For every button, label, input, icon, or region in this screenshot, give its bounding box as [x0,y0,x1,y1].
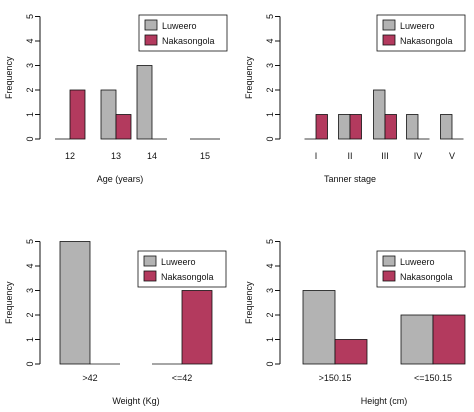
legend: Luweero Nakasongola [376,14,466,52]
legend-swatch-nakasongola [143,270,157,282]
x-tick-label: III [381,151,389,161]
legend-label-nakasongola: Nakasongola [400,36,453,46]
y-tick-label: 3 [25,63,35,68]
x-axis-label: Weight (Kg) [112,396,159,406]
y-tick-label: 4 [25,38,35,43]
bar-luweero-2 [400,314,434,365]
bar-luweero-4 [406,114,419,140]
y-tick-label: 2 [25,87,35,92]
legend: Luweero Nakasongola [138,14,228,52]
x-tick-label: <=42 [172,373,193,383]
legend-label-luweero: Luweero [162,21,197,31]
legend-swatch-nakasongola [382,270,396,282]
y-tick-label: 2 [265,312,275,317]
y-tick-label: 5 [265,14,275,19]
y-tick-label: 1 [25,337,35,342]
x-tick-label: >42 [82,373,97,383]
chart-panel-3: 0 1 2 3 4 5 Frequency >42 <=42 Weight (Kg) Luweero… [4,239,227,406]
y-tick-label: 2 [265,87,275,92]
y-tick-label: 5 [25,239,35,244]
y-tick-label: 0 [265,361,275,366]
y-tick-label: 4 [265,263,275,268]
y-tick-label: 4 [265,38,275,43]
legend-swatch-luweero [382,19,396,31]
bar-nakasongola-1 [315,114,328,140]
legend-swatch-nakasongola [144,34,158,46]
chart-panel-4: 0 1 2 3 4 5 Frequency >150.15 <=150.15 Height (cm… [244,239,466,406]
y-tick-label: 0 [265,136,275,141]
legend-label-luweero: Luweero [161,257,196,267]
y-tick-label: 2 [25,312,35,317]
bar-luweero-1 [302,290,336,365]
legend-label-nakasongola: Nakasongola [161,272,214,282]
legend: Luweero Nakasongola [137,250,227,288]
bar-nakasongola-2 [432,314,466,365]
bar-luweero-5 [440,114,453,140]
legend-label-nakasongola: Nakasongola [400,272,453,282]
y-tick-label: 0 [25,136,35,141]
bar-luweero-2 [100,89,117,140]
legend: Luweero Nakasongola [376,250,466,288]
bar-nakasongola-3 [384,114,397,140]
y-tick-label: 1 [265,337,275,342]
x-axis-label: Tanner stage [324,174,376,184]
x-tick-label: V [449,151,455,161]
x-tick-label: 15 [200,151,210,161]
legend-label-nakasongola: Nakasongola [162,36,215,46]
x-tick-label: 14 [147,151,157,161]
y-tick-label: 3 [265,288,275,293]
legend-label-luweero: Luweero [400,257,435,267]
y-tick-label: 1 [25,112,35,117]
bar-luweero-2 [338,114,351,140]
bar-nakasongola-2 [115,114,132,140]
y-tick-label: 4 [25,263,35,268]
x-tick-label: 12 [65,151,75,161]
bar-nakasongola-1 [334,339,368,365]
x-tick-label: II [347,151,352,161]
y-tick-label: 3 [265,63,275,68]
x-axis-label: Height (cm) [361,396,408,406]
x-tick-label: 13 [111,151,121,161]
bar-nakasongola-2 [181,290,213,365]
y-axis-label: Frequency [4,281,14,324]
legend-swatch-luweero [144,19,158,31]
y-tick-label: 1 [265,112,275,117]
legend-swatch-luweero [143,255,157,267]
x-tick-label: >150.15 [319,373,352,383]
y-axis-label: Frequency [4,56,14,99]
legend-swatch-nakasongola [382,34,396,46]
y-tick-label: 5 [25,14,35,19]
y-tick-label: 5 [265,239,275,244]
x-tick-label: I [315,151,318,161]
legend-label-luweero: Luweero [400,21,435,31]
bar-nakasongola-1 [69,89,86,140]
bar-luweero-3 [136,65,153,140]
bar-nakasongola-2 [349,114,362,140]
y-axis-label: Frequency [244,56,254,99]
x-tick-label: IV [414,151,423,161]
x-tick-label: <=150.15 [414,373,452,383]
x-axis-label: Age (years) [97,174,144,184]
y-tick-label: 0 [25,361,35,366]
bar-luweero-1 [59,241,91,365]
bar-luweero-3 [373,89,386,140]
y-tick-label: 3 [25,288,35,293]
y-axis-label: Frequency [244,281,254,324]
legend-swatch-luweero [382,255,396,267]
